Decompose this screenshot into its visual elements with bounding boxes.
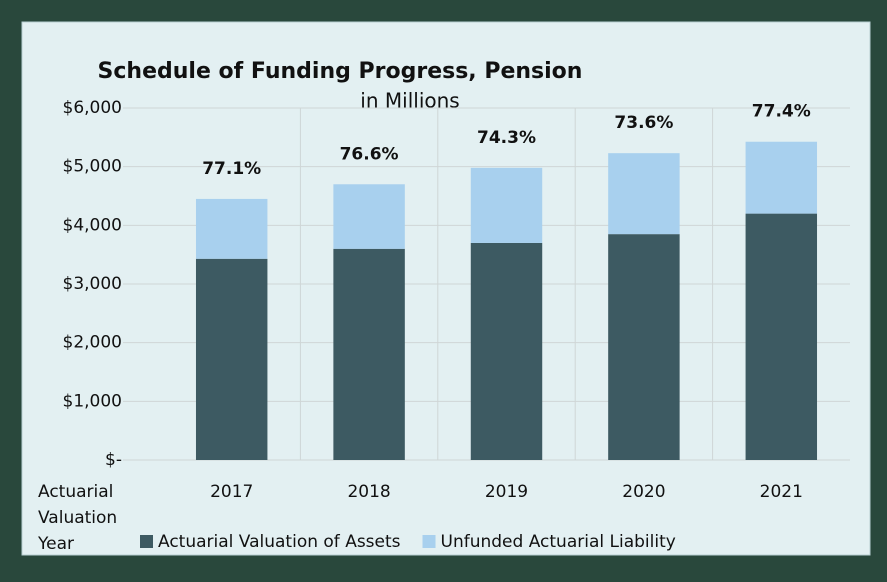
legend-label: Actuarial Valuation of Assets <box>158 532 401 552</box>
chart-title: Schedule of Funding Progress, Pension <box>98 59 583 84</box>
y-tick-label: $- <box>105 450 122 470</box>
y-tick-label: $5,000 <box>63 157 122 177</box>
bar-annotation: 76.6% <box>340 144 399 164</box>
bar-segment <box>608 234 680 460</box>
bar-segment <box>608 153 680 235</box>
bar-segment <box>745 141 818 214</box>
chart-panel <box>21 21 871 556</box>
bar-annotation: 74.3% <box>477 128 536 148</box>
bar-segment <box>470 167 543 243</box>
bar-segment <box>195 258 268 460</box>
y-tick-label: $4,000 <box>63 215 122 235</box>
x-axis-label: Actuarial Valuation Year <box>38 482 118 554</box>
y-tick-label: $2,000 <box>63 333 122 353</box>
bar-annotation: 73.6% <box>614 113 673 133</box>
legend-label: Unfunded Actuarial Liability <box>441 532 676 552</box>
bar-segment <box>195 198 268 259</box>
y-tick-label: $6,000 <box>63 98 122 118</box>
y-tick-label: $1,000 <box>63 391 122 411</box>
legend-swatch <box>140 535 153 548</box>
x-tick-label: 2017 <box>210 482 253 502</box>
x-tick-label: 2020 <box>622 482 665 502</box>
x-tick-label: 2021 <box>760 482 803 502</box>
bar-segment <box>745 213 818 460</box>
legend-swatch <box>422 535 436 548</box>
bar-annotation: 77.4% <box>752 102 811 122</box>
chart-subtitle: in Millions <box>360 89 459 113</box>
bar-segment <box>333 184 405 249</box>
y-tick-label: $3,000 <box>63 274 122 294</box>
bar-segment <box>333 248 405 460</box>
bar-annotation: 77.1% <box>202 159 261 179</box>
x-tick-label: 2018 <box>347 482 390 502</box>
x-tick-label: 2019 <box>485 482 528 502</box>
bar-segment <box>470 242 543 460</box>
